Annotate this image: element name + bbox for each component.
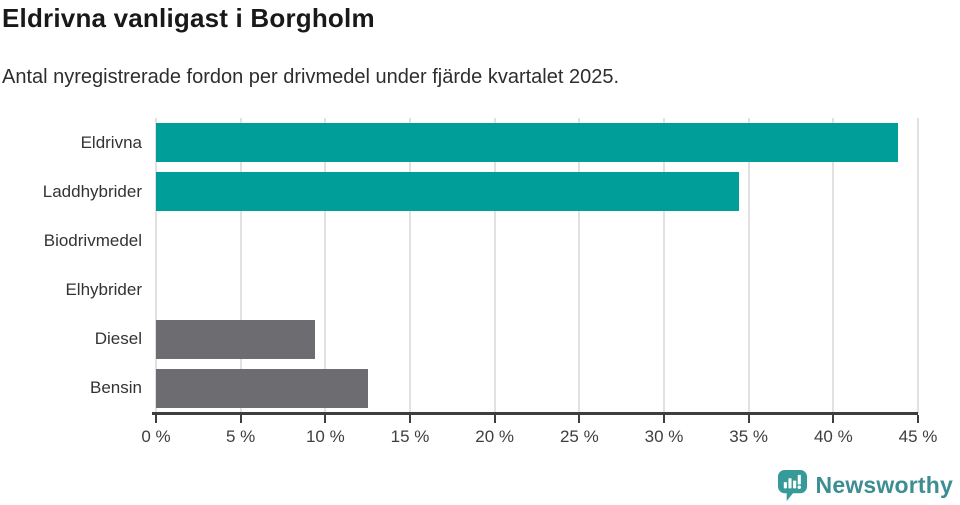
axis-tick-35 (747, 415, 750, 423)
gridline-15 (409, 118, 411, 413)
axis-tick-25 (578, 415, 581, 423)
gridline-40 (832, 118, 835, 413)
bar-row-elhybrider (156, 266, 918, 315)
axis-tick-label-30: 30 % (644, 427, 684, 446)
category-label-eldrivna: Eldrivna (80, 132, 142, 152)
chart-title: Eldrivna vanligast i Borgholm (2, 3, 375, 33)
axis-tick-5 (239, 415, 242, 423)
gridline-10 (324, 118, 327, 413)
bar-row-biodrivmedel (156, 216, 918, 265)
axis-tick-label-10: 10 % (305, 427, 345, 446)
gridline-20 (493, 118, 496, 413)
axis-tick-label-45: 45 % (898, 427, 938, 446)
axis-tick-0 (155, 415, 157, 423)
gridline-0 (155, 118, 157, 413)
axis-tick-label-40: 40 % (813, 427, 853, 446)
bar-diesel (156, 319, 316, 359)
axis-tick-45 (917, 415, 919, 423)
axis-tick-10 (324, 415, 327, 423)
axis-tick-30 (663, 415, 665, 423)
axis-tick-label-35: 35 % (729, 427, 769, 446)
gridline-45 (917, 118, 919, 413)
axis-tick-label-20: 20 % (475, 427, 515, 446)
x-axis-line (152, 412, 918, 415)
axis-tick-label-0: 0 % (141, 427, 171, 446)
category-label-bensin: Bensin (90, 378, 142, 398)
bar-bensin (156, 368, 368, 408)
bar-row-diesel (156, 315, 918, 364)
category-label-laddhybrider: Laddhybrider (42, 181, 142, 201)
gridline-35 (747, 118, 750, 413)
bar-eldrivna (156, 123, 898, 163)
category-label-elhybrider: Elhybrider (65, 280, 142, 300)
bar-row-eldrivna (156, 118, 918, 167)
axis-tick-label-15: 15 % (390, 427, 430, 446)
gridline-25 (578, 118, 581, 413)
newsworthy-logo[interactable]: Newsworthy (777, 469, 953, 502)
bar-row-bensin (156, 364, 918, 413)
bar-row-laddhybrider (156, 167, 918, 216)
chart-subtitle: Antal nyregistrerade fordon per drivmede… (2, 66, 620, 88)
category-label-diesel: Diesel (94, 329, 142, 349)
plot-area (155, 118, 919, 413)
axis-tick-label-25: 25 % (559, 427, 599, 446)
newsworthy-icon (777, 470, 807, 501)
axis-tick-40 (832, 415, 835, 423)
bar-laddhybrider (156, 172, 739, 212)
category-label-biodrivmedel: Biodrivmedel (43, 230, 142, 250)
category-labels: Eldrivna Laddhybrider Biodrivmedel Elhybrid… (0, 118, 142, 413)
gridline-30 (663, 118, 665, 413)
newsworthy-wordmark: Newsworthy (815, 472, 953, 498)
gridline-5 (239, 118, 242, 413)
axis-tick-20 (493, 415, 496, 423)
axis-tick-label-5: 5 % (226, 427, 256, 446)
axis-tick-15 (409, 415, 411, 423)
